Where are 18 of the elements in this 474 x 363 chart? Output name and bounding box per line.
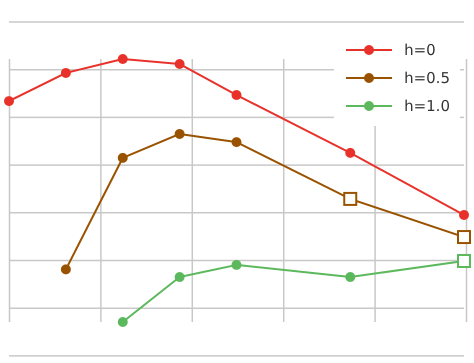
legend-label: h=0 bbox=[404, 41, 436, 59]
point bbox=[174, 58, 185, 69]
point bbox=[174, 128, 185, 139]
point bbox=[345, 272, 356, 282]
point bbox=[232, 260, 242, 270]
point bbox=[459, 210, 469, 220]
point bbox=[118, 152, 128, 163]
point bbox=[60, 68, 71, 78]
point bbox=[174, 272, 185, 282]
legend-label: h=0.5 bbox=[404, 69, 450, 87]
point bbox=[118, 317, 128, 327]
point bbox=[345, 148, 356, 158]
legend-label: h=1.0 bbox=[404, 97, 450, 115]
point bbox=[60, 264, 71, 274]
point bbox=[4, 96, 14, 106]
point bbox=[118, 54, 128, 64]
point bbox=[232, 137, 242, 148]
point bbox=[232, 90, 242, 100]
